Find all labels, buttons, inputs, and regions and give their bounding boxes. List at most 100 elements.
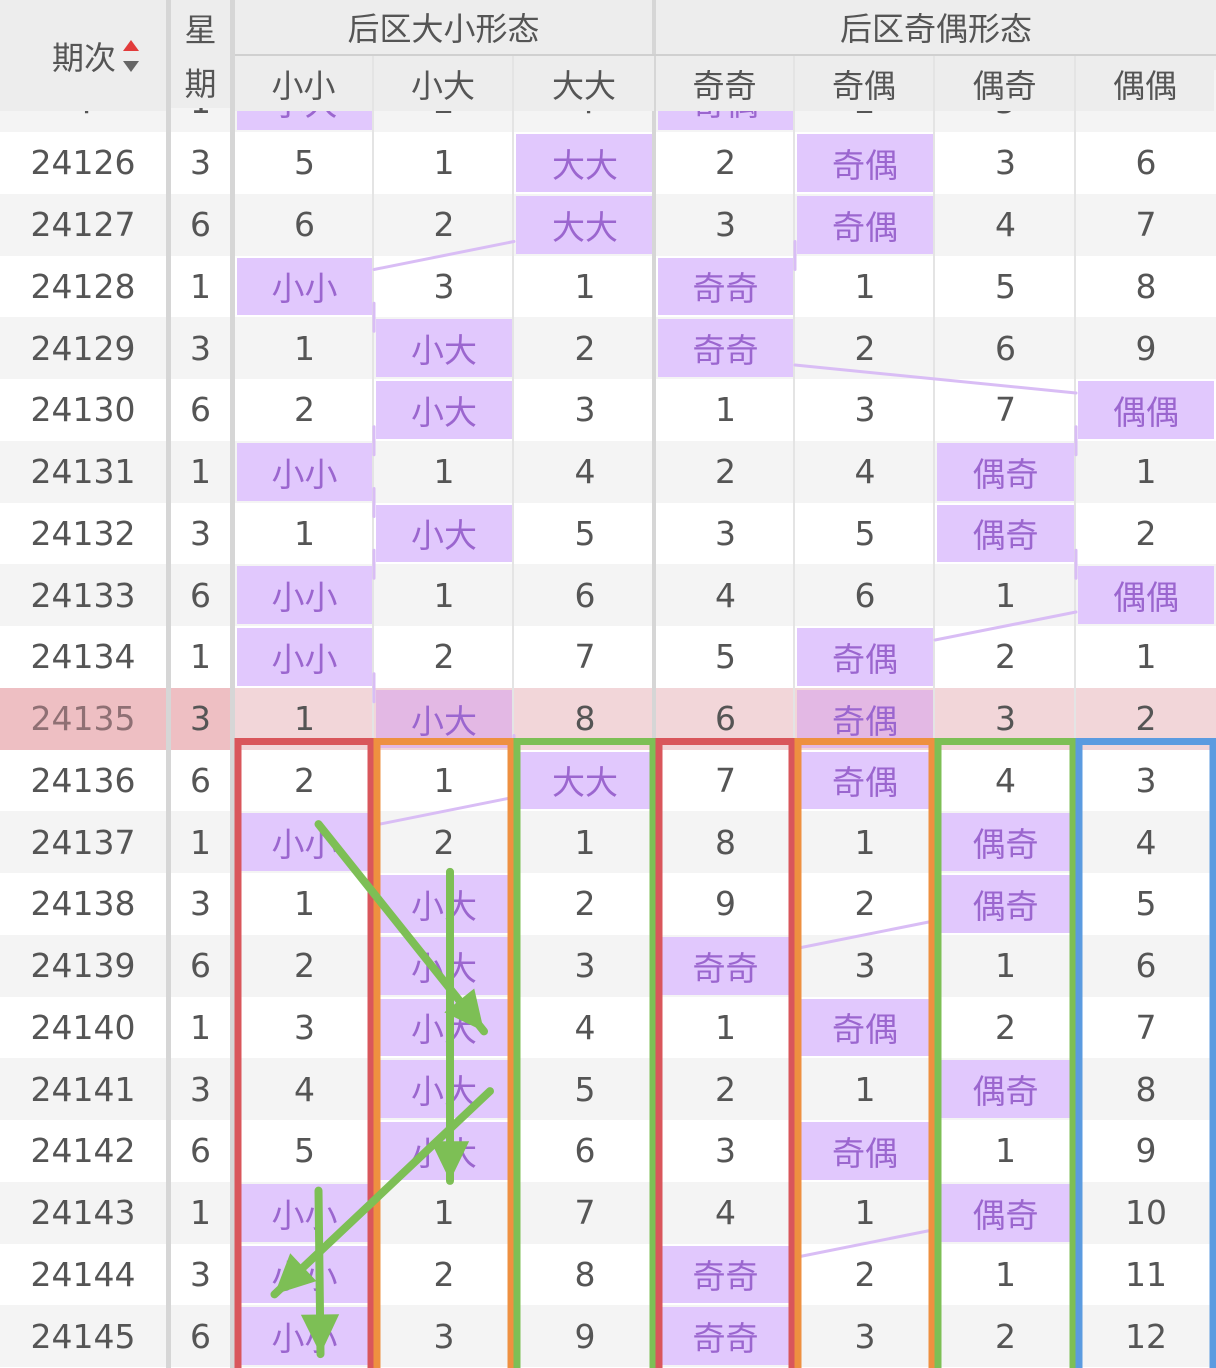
issue-cell: 24130 <box>30 390 136 430</box>
table-row[interactable] <box>0 564 1216 626</box>
data-cell: 小大 <box>411 331 477 371</box>
data-cell: 小大 <box>411 701 477 741</box>
highlight-cell <box>1078 381 1214 439</box>
sort-icon[interactable] <box>123 40 139 72</box>
data-cell: 小小 <box>271 269 338 309</box>
issue-cell: 24127 <box>30 205 136 245</box>
data-cell: 2 <box>1135 699 1157 739</box>
highlight-cell <box>658 319 793 377</box>
data-cell: 3 <box>433 266 455 306</box>
data-cell: 11 <box>1125 1254 1167 1294</box>
data-cell: 偶奇 <box>972 1195 1039 1235</box>
data-cell: 2 <box>854 884 876 924</box>
trend-arrow-3-head <box>274 1253 317 1295</box>
highlight-cell <box>516 751 654 810</box>
week-cell: 1 <box>190 822 211 862</box>
data-cell: 2 <box>715 452 736 492</box>
table-row[interactable] <box>0 934 1216 997</box>
column-header-6[interactable]: 偶偶 <box>1076 56 1214 111</box>
issue-cell: 24133 <box>30 575 136 615</box>
data-cell: 4 <box>854 452 876 492</box>
data-cell: 偶奇 <box>972 825 1039 865</box>
highlight-cell <box>376 689 512 748</box>
data-cell: 1 <box>715 390 736 430</box>
data-cell: 1 <box>715 1007 736 1047</box>
data-cell: 偶偶 <box>1113 392 1179 432</box>
trend-connector <box>793 1228 937 1259</box>
data-cell: 大大 <box>552 207 618 247</box>
data-cell: 7 <box>995 390 1016 430</box>
column-header-1[interactable]: 小大 <box>374 56 512 111</box>
trend-arrow-2-head <box>430 1141 470 1181</box>
table-row[interactable] <box>0 255 1216 318</box>
data-cell: 1 <box>995 946 1016 986</box>
data-cell: 奇奇 <box>692 331 759 371</box>
data-cell: 1 <box>1135 452 1157 492</box>
data-cell: 3 <box>574 946 596 986</box>
week-cell: 1 <box>190 1193 211 1233</box>
data-cell: 7 <box>715 760 736 800</box>
table-row[interactable] <box>0 1243 1216 1306</box>
data-cell: 奇偶 <box>832 207 898 247</box>
data-cell: 1 <box>995 1254 1016 1294</box>
column-header-0[interactable]: 小小 <box>235 56 372 111</box>
column-header-3[interactable]: 奇奇 <box>656 56 793 111</box>
week-cell: 6 <box>190 1131 211 1171</box>
group-box <box>234 738 375 1368</box>
data-cell: 9 <box>574 1316 596 1356</box>
data-cell: 4 <box>995 205 1016 245</box>
table-row[interactable] <box>0 1120 1216 1182</box>
week-cell: 1 <box>190 637 211 677</box>
table-row[interactable] <box>0 1305 1216 1367</box>
data-cell: 2 <box>294 946 315 986</box>
highlight-cell <box>937 442 1074 501</box>
highlight-cell <box>937 1060 1074 1118</box>
data-cell: 小大 <box>411 516 477 556</box>
data-cell: 3 <box>1135 760 1157 800</box>
table-row[interactable] <box>0 996 1216 1059</box>
data-cell: 4 <box>1135 822 1157 862</box>
column-header-4[interactable]: 奇偶 <box>795 56 933 111</box>
highlight-cell <box>937 875 1074 933</box>
data-cell: 5 <box>995 266 1016 306</box>
data-cell: 偶奇 <box>972 886 1039 926</box>
data-cell: 1 <box>433 143 455 183</box>
data-cell: 小小 <box>271 1195 338 1235</box>
data-cell: 6 <box>715 699 736 739</box>
data-cell: 3 <box>854 390 876 430</box>
table-row[interactable] <box>0 379 1216 441</box>
group-box <box>1075 738 1216 1368</box>
issue-cell: 24141 <box>30 1069 136 1109</box>
data-cell: 4 <box>574 452 596 492</box>
column-header-2[interactable]: 大大 <box>514 56 654 111</box>
data-cell: 5 <box>294 143 315 183</box>
data-cell: 8 <box>715 822 736 862</box>
highlight-cell <box>376 381 512 439</box>
data-cell: 奇奇 <box>692 1319 759 1359</box>
data-cell: 1 <box>294 884 315 924</box>
issue-cell: 24139 <box>30 946 136 986</box>
highlight-cell <box>937 1183 1074 1242</box>
data-cell: 小大 <box>411 1072 477 1112</box>
data-cell: 奇偶 <box>832 1010 898 1050</box>
data-cell: 6 <box>294 205 315 245</box>
data-cell: 奇偶 <box>832 145 898 185</box>
data-cell: 4 <box>715 575 736 615</box>
trend-connector <box>933 610 1078 642</box>
issue-cell: 24132 <box>30 513 136 553</box>
table-row[interactable] <box>0 626 1216 688</box>
data-cell: 12 <box>1125 1316 1167 1356</box>
issue-header[interactable]: 期次 <box>0 0 166 111</box>
table-row[interactable] <box>0 317 1216 379</box>
column-header-5[interactable]: 偶奇 <box>935 56 1074 111</box>
data-cell: 2 <box>715 1069 736 1109</box>
data-cell: 1 <box>995 575 1016 615</box>
issue-cell: 24144 <box>30 1254 136 1294</box>
data-cell: 3 <box>995 143 1016 183</box>
data-cell: 8 <box>574 1254 596 1294</box>
data-cell: 2 <box>1135 513 1157 553</box>
highlight-cell <box>937 813 1074 871</box>
week-header-top: 星 <box>171 0 230 56</box>
column-divider <box>512 0 514 1368</box>
week-cell: 6 <box>190 760 211 800</box>
